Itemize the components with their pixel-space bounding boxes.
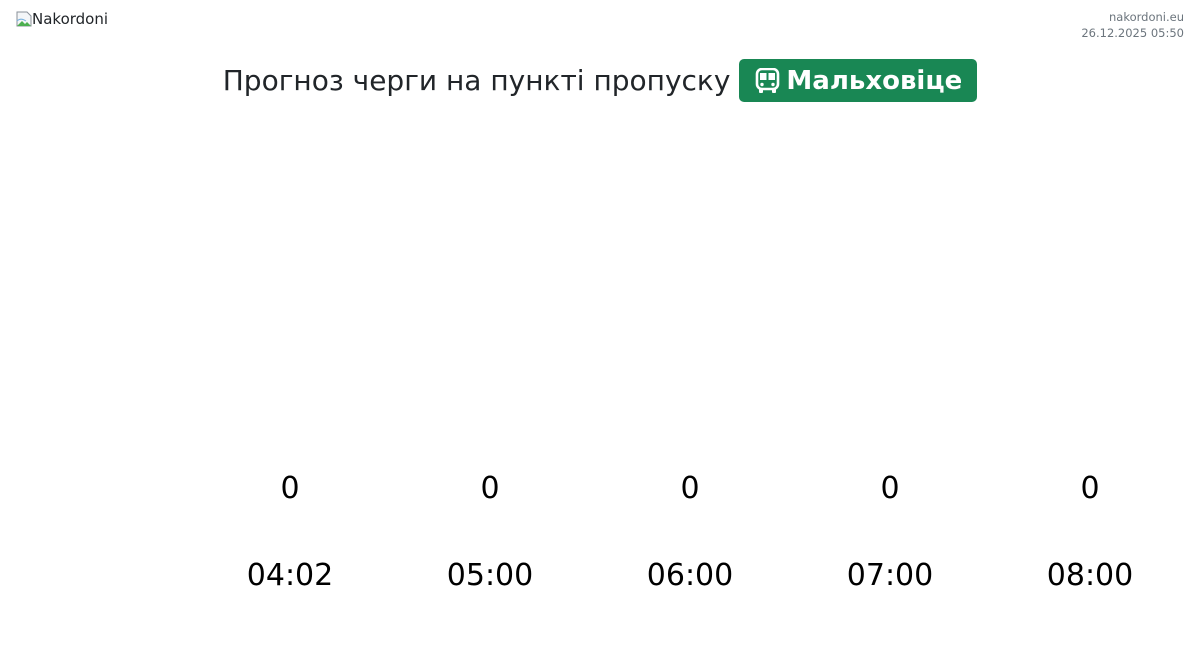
bar-value-label: 0 (1080, 471, 1100, 506)
bar-value-label: 0 (480, 471, 500, 506)
title-row: Прогноз черги на пункті пропуску Мальхов… (0, 59, 1200, 102)
broken-image-icon (16, 11, 32, 27)
checkpoint-badge: Мальховіце (739, 59, 978, 102)
x-tick-label: 07:00 (846, 558, 934, 593)
x-tick-label: 04:02 (246, 558, 334, 593)
timestamp: 26.12.2025 05:50 (1081, 26, 1184, 40)
x-tick-label: 08:00 (1046, 558, 1134, 593)
page-title: Прогноз черги на пункті пропуску (222, 64, 731, 97)
checkpoint-name: Мальховіце (786, 65, 963, 96)
bar-value-label: 0 (680, 471, 700, 506)
bar-value-label: 0 (280, 471, 300, 506)
x-tick-label: 06:00 (646, 558, 734, 593)
header-meta: nakordoni.eu 26.12.2025 05:50 (1081, 9, 1184, 41)
bus-icon (756, 67, 780, 93)
bar-value-label: 0 (880, 471, 900, 506)
site-name: nakordoni.eu (1109, 10, 1184, 24)
logo-alt-text: Nakordoni (32, 10, 109, 28)
queue-forecast-chart: 0 04:02 0 05:00 0 06:00 0 07:00 0 08:00 (190, 120, 1190, 620)
x-tick-label: 05:00 (446, 558, 534, 593)
logo[interactable]: Nakordoni (16, 10, 108, 28)
